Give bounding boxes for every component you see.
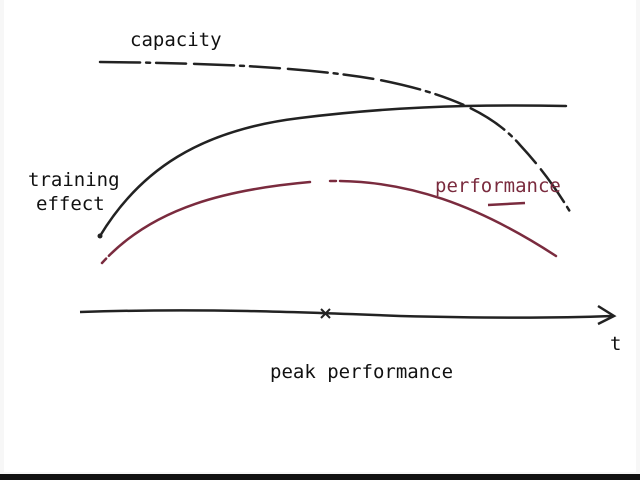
capacity-curve — [98, 60, 574, 217]
underline — [487, 201, 526, 207]
bottom-strip — [0, 474, 640, 480]
axis-arrow — [597, 304, 617, 326]
performance-curve — [100, 179, 558, 265]
time-axis — [79, 309, 613, 319]
curve-start — [97, 233, 103, 239]
performance-label: performance — [435, 175, 561, 197]
training-effect-label: training effect — [28, 169, 120, 215]
peak-label: peak performance — [270, 361, 453, 383]
capacity-label: capacity — [130, 29, 222, 51]
board — [4, 0, 636, 472]
axis-label: t — [610, 333, 621, 355]
training-effect-curve — [98, 104, 568, 238]
peak-marker — [320, 308, 331, 319]
